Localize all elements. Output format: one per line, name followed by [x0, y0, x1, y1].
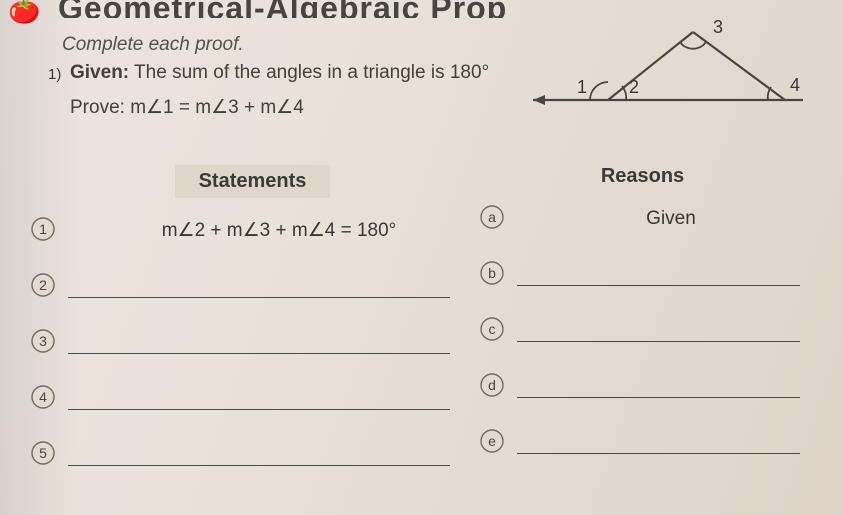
statement-5-blank[interactable]: [68, 444, 450, 466]
statement-3-blank[interactable]: [68, 332, 450, 354]
svg-text:e: e: [488, 433, 496, 449]
marker-e-icon: e: [479, 428, 505, 454]
statements-column: Statements 1 m∠2 + m∠3 + m∠4 = 180° 2 3 …: [30, 165, 475, 492]
page-title: Geometrical-Algebraic Prop: [58, 0, 507, 18]
marker-b-icon: b: [479, 260, 505, 286]
statement-row-4: 4: [30, 380, 475, 410]
svg-text:4: 4: [39, 389, 47, 405]
angle-1-label: 1: [577, 77, 587, 98]
decorative-icon: 🍅: [8, 0, 40, 26]
statement-row-2: 2: [30, 268, 475, 298]
triangle-svg: [523, 20, 813, 125]
reason-b-blank[interactable]: [517, 264, 800, 286]
instruction-text: Complete each proof.: [62, 34, 244, 56]
svg-text:b: b: [488, 265, 496, 281]
svg-text:a: a: [488, 209, 496, 225]
statement-2-blank[interactable]: [68, 276, 450, 298]
marker-1-icon: 1: [30, 216, 56, 242]
marker-5-icon: 5: [30, 440, 56, 466]
marker-2-icon: 2: [30, 272, 56, 298]
angle-2-label: 2: [629, 77, 639, 98]
statement-row-3: 3: [30, 324, 475, 354]
svg-text:2: 2: [39, 277, 47, 293]
marker-a-icon: a: [479, 204, 505, 230]
reason-c-blank[interactable]: [517, 320, 800, 342]
statement-1-text: m∠2 + m∠3 + m∠4 = 180°: [68, 219, 475, 242]
svg-text:5: 5: [39, 445, 47, 461]
marker-4-icon: 4: [30, 384, 56, 410]
prove-text: m∠1 = m∠3 + m∠4: [125, 97, 304, 118]
marker-d-icon: d: [479, 372, 505, 398]
statement-row-5: 5: [30, 436, 475, 466]
given-text: The sum of the angles in a triangle is 1…: [129, 62, 489, 83]
reason-e-blank[interactable]: [517, 432, 800, 454]
given-line: Given: The sum of the angles in a triang…: [70, 62, 489, 84]
svg-text:d: d: [488, 377, 496, 393]
reason-row-c: c: [475, 312, 810, 342]
svg-text:1: 1: [39, 221, 47, 237]
statement-4-blank[interactable]: [68, 388, 450, 410]
reasons-column: Reasons a Given b c d: [475, 165, 810, 492]
reason-a-text: Given: [517, 208, 810, 230]
svg-text:3: 3: [39, 333, 47, 349]
given-label: Given:: [70, 62, 129, 83]
svg-text:c: c: [489, 321, 496, 337]
statements-header: Statements: [175, 165, 330, 198]
reason-row-a: a Given: [475, 200, 810, 230]
triangle-diagram: 1 2 3 4: [523, 20, 813, 130]
reasons-header: Reasons: [475, 165, 810, 188]
reason-row-b: b: [475, 256, 810, 286]
prove-label: Prove:: [70, 97, 125, 118]
marker-3-icon: 3: [30, 328, 56, 354]
reason-d-blank[interactable]: [517, 376, 800, 398]
marker-c-icon: c: [479, 316, 505, 342]
statement-row-1: 1 m∠2 + m∠3 + m∠4 = 180°: [30, 212, 475, 242]
problem-number: 1): [48, 66, 61, 83]
reason-row-e: e: [475, 424, 810, 454]
angle-4-label: 4: [790, 75, 800, 96]
proof-table: Statements 1 m∠2 + m∠3 + m∠4 = 180° 2 3 …: [30, 165, 810, 492]
prove-line: Prove: m∠1 = m∠3 + m∠4: [70, 96, 304, 119]
angle-3-label: 3: [713, 17, 723, 38]
reason-row-d: d: [475, 368, 810, 398]
